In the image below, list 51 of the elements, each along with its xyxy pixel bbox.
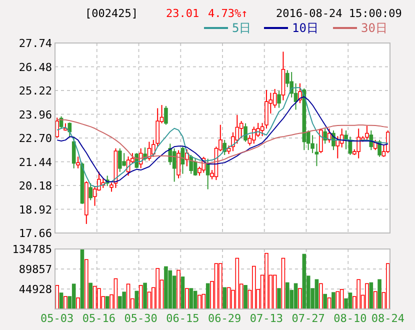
bar bbox=[244, 285, 248, 310]
legend-item: 10日 bbox=[264, 21, 318, 35]
x-tick-label: 05-03 bbox=[40, 312, 74, 325]
legend-item: 5日 bbox=[204, 21, 252, 35]
y-tick-label: 44928 bbox=[18, 283, 52, 296]
bar bbox=[222, 287, 226, 310]
y-tick-label: 20.18 bbox=[18, 180, 52, 192]
legend-item: 30日 bbox=[333, 21, 388, 35]
bar bbox=[164, 266, 168, 310]
x-tick-label: 05-30 bbox=[124, 312, 158, 325]
legend-label: 5日 bbox=[232, 21, 252, 35]
bar bbox=[180, 276, 185, 310]
text: 4.73%↑ bbox=[208, 7, 248, 20]
y-tick-label: 134785 bbox=[12, 243, 52, 256]
bar bbox=[189, 288, 193, 310]
x-tick-label: 07-27 bbox=[292, 312, 325, 325]
x-tick-label: 06-29 bbox=[208, 312, 242, 325]
x-tick-label: 05-16 bbox=[82, 312, 116, 325]
legend-label: 30日 bbox=[361, 21, 388, 35]
y-tick-label: 18.92 bbox=[18, 203, 52, 216]
x-tick-label: 08-10 bbox=[334, 312, 367, 325]
bar bbox=[302, 254, 306, 310]
bar bbox=[277, 288, 281, 310]
y-tick-label: 27.74 bbox=[18, 37, 52, 50]
bar bbox=[286, 282, 290, 310]
bar bbox=[378, 279, 382, 310]
y-tick-label: 25.22 bbox=[18, 84, 52, 98]
x-tick-label: 08-24 bbox=[371, 312, 405, 325]
y-tick-label: 22.70 bbox=[18, 132, 52, 145]
bar bbox=[294, 283, 298, 310]
bar bbox=[122, 292, 126, 310]
y-tick-label: 23.96 bbox=[18, 108, 52, 122]
text: 2016-08-24 15:00:09 bbox=[276, 7, 402, 20]
bar bbox=[143, 282, 147, 310]
bar bbox=[206, 283, 210, 310]
bar bbox=[72, 284, 76, 310]
text: 23.01 bbox=[166, 7, 200, 20]
x-tick-label: 06-15 bbox=[166, 312, 200, 325]
bar bbox=[332, 292, 336, 310]
bar bbox=[323, 294, 327, 310]
y-tick-label: 26.48 bbox=[18, 60, 52, 74]
y-tick-label: 17.66 bbox=[18, 227, 52, 240]
chart-title: [002425] bbox=[85, 7, 138, 20]
legend-label: 10日 bbox=[292, 21, 318, 35]
y-tick-label: 21.44 bbox=[18, 156, 52, 169]
bar bbox=[88, 282, 92, 310]
bar bbox=[80, 248, 84, 310]
bar bbox=[168, 270, 172, 310]
bar bbox=[314, 279, 319, 310]
y-tick-label: 89857 bbox=[18, 263, 52, 276]
x-tick-label: 07-13 bbox=[250, 312, 284, 325]
